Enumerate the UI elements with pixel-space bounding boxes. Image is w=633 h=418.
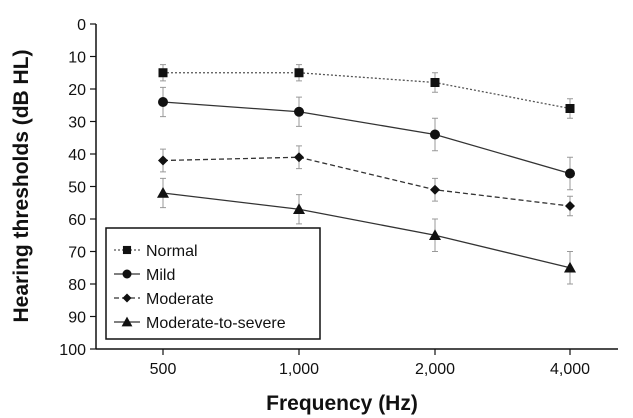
series-line-0	[163, 72, 571, 110]
series-0	[158, 64, 575, 119]
legend-marker	[122, 269, 132, 279]
y-tick-label: 50	[68, 180, 86, 197]
y-tick-labels: 0 10 20 30 40 50 60 70 80 90 100	[59, 17, 96, 359]
legend-label: Normal	[146, 243, 198, 260]
y-tick-label: 20	[68, 82, 86, 99]
legend-label: Moderate	[146, 291, 214, 308]
y-tick-label: 0	[77, 17, 86, 34]
y-tick-label: 70	[68, 245, 86, 262]
legend-label: Moderate-to-severe	[146, 315, 286, 332]
data-point	[429, 229, 441, 241]
y-axis-title: Hearing thresholds (dB HL)	[10, 49, 33, 322]
legend-item-0: Normal	[114, 243, 198, 260]
data-point	[430, 129, 440, 140]
series-layer	[157, 64, 576, 285]
series-line-2	[162, 156, 571, 207]
data-point	[158, 68, 168, 78]
x-tick-labels: 500 1,000 2,000 4,000	[150, 349, 590, 378]
data-point	[158, 155, 168, 166]
y-tick-label: 90	[68, 310, 86, 327]
y-tick-label: 10	[68, 50, 86, 67]
legend-item-2: Moderate	[114, 291, 214, 308]
data-point	[157, 187, 169, 198]
x-axis-title: Frequency (Hz)	[266, 392, 418, 415]
data-point	[293, 203, 305, 215]
legend-marker	[122, 245, 132, 255]
legend-marker	[121, 316, 133, 327]
x-tick-label: 1,000	[279, 361, 319, 378]
legend: Normal Mild Moderate Moderate-to-severe	[105, 227, 321, 340]
legend-item-1: Mild	[114, 267, 175, 284]
data-point	[565, 104, 575, 113]
series-3	[157, 177, 576, 285]
y-tick-label: 40	[68, 147, 86, 164]
data-point	[430, 78, 440, 87]
x-tick-label: 2,000	[415, 361, 455, 378]
x-tick-label: 500	[150, 361, 177, 378]
x-tick-label: 4,000	[550, 361, 590, 378]
y-tick-label: 60	[68, 212, 86, 229]
data-point	[564, 261, 576, 273]
series-line-3	[162, 192, 571, 269]
data-point	[158, 97, 168, 107]
legend-marker	[122, 293, 132, 303]
y-tick-label: 100	[59, 342, 86, 359]
data-point	[565, 168, 575, 179]
series-2	[158, 145, 575, 217]
legend-label: Mild	[146, 267, 175, 284]
series-1	[158, 86, 575, 191]
legend-box	[105, 227, 321, 340]
data-point	[565, 201, 575, 211]
data-point	[294, 152, 304, 163]
y-tick-label: 80	[68, 277, 86, 294]
series-line-1	[162, 101, 571, 175]
data-point	[294, 106, 304, 117]
y-tick-label: 30	[68, 115, 86, 132]
data-point	[430, 184, 440, 195]
legend-item-3: Moderate-to-severe	[114, 315, 286, 332]
data-point	[294, 68, 304, 78]
